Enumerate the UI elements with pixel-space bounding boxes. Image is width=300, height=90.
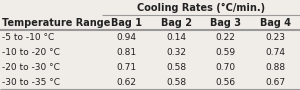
Text: 0.58: 0.58 [166,78,186,87]
Text: 0.22: 0.22 [216,33,236,42]
Text: 0.94: 0.94 [117,33,137,42]
Text: 0.14: 0.14 [166,33,186,42]
Text: 0.88: 0.88 [265,63,285,72]
Text: 0.59: 0.59 [216,48,236,57]
Text: Temperature Range: Temperature Range [2,17,110,28]
Text: Bag 4: Bag 4 [260,17,291,28]
Text: Cooling Rates (°C/min.): Cooling Rates (°C/min.) [137,2,265,13]
Text: -20 to -30 °C: -20 to -30 °C [2,63,59,72]
Text: 0.71: 0.71 [117,63,137,72]
Text: Bag 3: Bag 3 [210,17,241,28]
Text: Bag 1: Bag 1 [111,17,142,28]
Text: 0.23: 0.23 [265,33,285,42]
Text: Bag 2: Bag 2 [161,17,192,28]
Text: 0.81: 0.81 [117,48,137,57]
Text: 0.58: 0.58 [166,63,186,72]
Text: -10 to -20 °C: -10 to -20 °C [2,48,59,57]
Text: 0.74: 0.74 [265,48,285,57]
Text: -5 to -10 °C: -5 to -10 °C [2,33,54,42]
Text: -30 to -35 °C: -30 to -35 °C [2,78,59,87]
Text: 0.67: 0.67 [265,78,285,87]
Text: 0.70: 0.70 [216,63,236,72]
Text: 0.62: 0.62 [117,78,137,87]
Text: 0.32: 0.32 [166,48,186,57]
Text: 0.56: 0.56 [216,78,236,87]
